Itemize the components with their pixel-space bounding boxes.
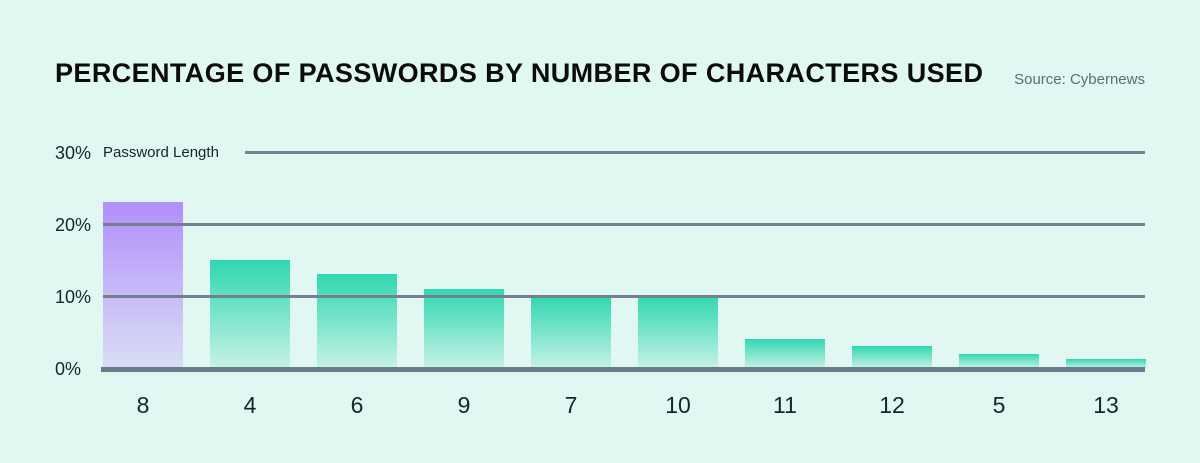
bar-7 bbox=[531, 296, 611, 368]
x-tick-label: 8 bbox=[136, 392, 150, 418]
y-tick-label: 30% bbox=[55, 143, 92, 163]
y-tick-label: 0% bbox=[55, 359, 82, 379]
x-tick-label: 11 bbox=[773, 392, 797, 418]
gridline-20 bbox=[103, 222, 1145, 226]
y-tick-label: 10% bbox=[55, 287, 92, 307]
source-credit: Source: Cybernews bbox=[1014, 71, 1145, 88]
x-tick-label: 9 bbox=[457, 392, 471, 418]
bar-4 bbox=[210, 260, 290, 368]
x-tick-label: 13 bbox=[1093, 392, 1119, 418]
x-tick-label: 7 bbox=[564, 392, 578, 418]
axis-annotation-password-length: Password Length bbox=[103, 144, 219, 161]
x-axis-line bbox=[101, 367, 1145, 372]
bar-12 bbox=[852, 346, 932, 368]
bar-5 bbox=[959, 353, 1039, 368]
gridline-10 bbox=[103, 294, 1145, 298]
bar-6 bbox=[317, 274, 397, 368]
bar-11 bbox=[745, 339, 825, 368]
bar-9 bbox=[424, 288, 504, 368]
bar-10 bbox=[638, 296, 718, 368]
gridline-30 bbox=[245, 150, 1145, 154]
x-tick-label: 10 bbox=[665, 392, 691, 418]
x-tick-label: 5 bbox=[992, 392, 1006, 418]
y-tick-label: 20% bbox=[55, 215, 92, 235]
x-tick-label: 12 bbox=[879, 392, 905, 418]
bar-13 bbox=[1066, 359, 1146, 368]
x-tick-label: 4 bbox=[243, 392, 257, 418]
page-title: PERCENTAGE OF PASSWORDS BY NUMBER OF CHA… bbox=[55, 58, 984, 88]
bar-8 bbox=[103, 202, 183, 368]
x-tick-label: 6 bbox=[350, 392, 364, 418]
